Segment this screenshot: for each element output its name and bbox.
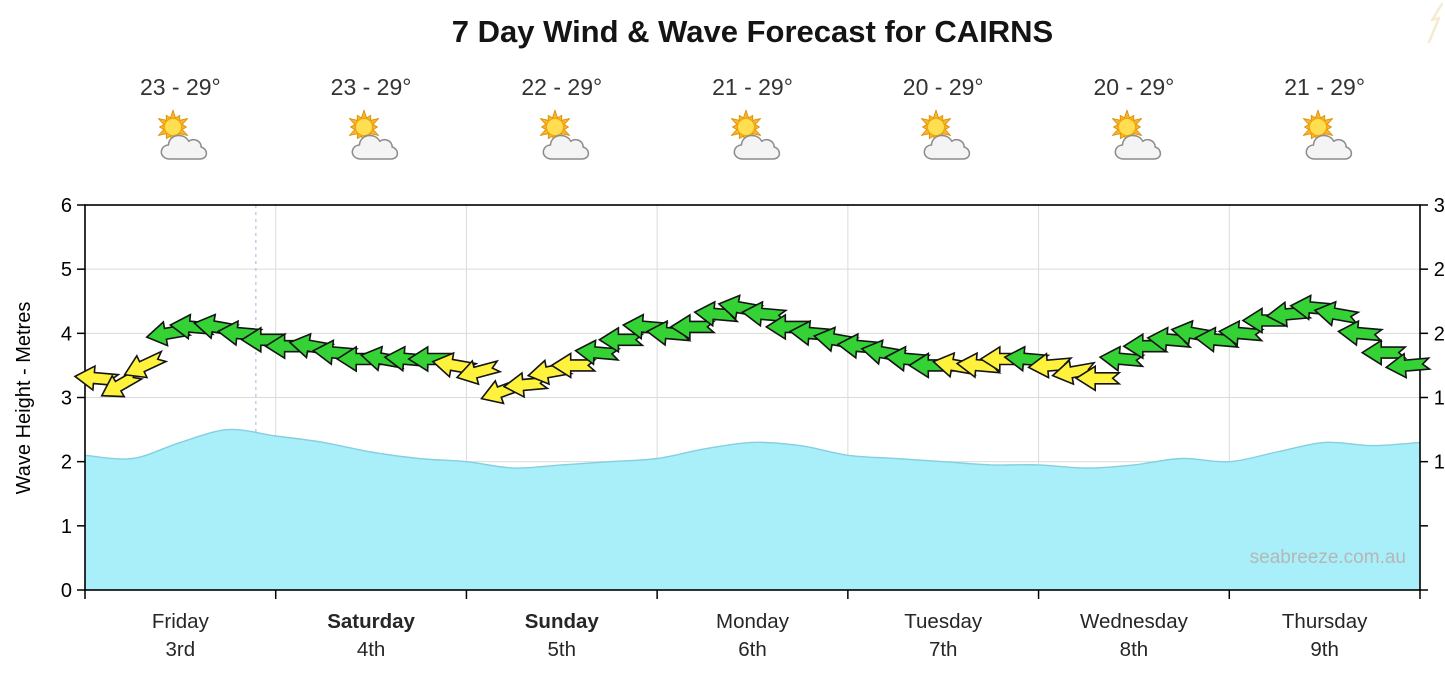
sun-cloud-icon <box>1302 109 1352 160</box>
wave-height-line <box>84 428 1421 469</box>
day-forecast-sunday: 22 - 29° <box>472 74 652 169</box>
sun-cloud-icon <box>158 109 208 160</box>
left-axis-tick-label: 4 <box>61 323 72 345</box>
wind-arrow <box>597 326 645 354</box>
day-forecast-thursday: 21 - 29° <box>1235 74 1415 169</box>
day-label-name: Friday <box>152 610 210 633</box>
right-axis-tick-label: 15 <box>1434 388 1445 410</box>
day-label-name: Sunday <box>525 610 600 633</box>
sun-cloud-icon <box>539 109 589 160</box>
day-temp-range: 23 - 29° <box>330 74 412 100</box>
wind-arrow <box>1384 352 1432 379</box>
wave-height-axis-label: Wave Height - Metres <box>13 302 35 495</box>
day-temp-range: 20 - 29° <box>1093 74 1175 100</box>
wind-arrow <box>1098 345 1146 373</box>
left-axis-tick-label: 3 <box>61 388 72 410</box>
day-label-date: 9th <box>1310 638 1339 661</box>
right-axis-tick-label: 20 <box>1434 323 1445 345</box>
day-temp-range: 21 - 29° <box>1284 74 1366 100</box>
day-forecast-tuesday: 20 - 29° <box>853 74 1033 169</box>
sun-core <box>164 117 183 137</box>
wind-arrow <box>740 300 789 328</box>
x-axis-day-labels: Friday 3rd Saturday 4th Sunday 5th Monday 6th Tu… <box>152 610 1368 661</box>
sun-cloud-icon <box>730 109 780 160</box>
wind-arrow <box>669 313 717 341</box>
day-label-date: 7th <box>929 638 958 661</box>
day-label-date: 3rd <box>166 638 196 661</box>
chart-plot-area: 6543210302520151050Friday3rdSaturday4thS… <box>61 195 1445 661</box>
wind-arrow <box>1051 358 1099 386</box>
wind-arrow <box>574 339 622 366</box>
wind-arrow <box>1336 319 1385 347</box>
day-label-name: Wednesday <box>1080 610 1189 633</box>
day-label-name: Thursday <box>1282 610 1368 633</box>
wind-wave-chart: 6543210302520151050Friday3rdSaturday4thS… <box>13 195 1445 661</box>
wave-height-area <box>85 429 1420 590</box>
day-label-name: Monday <box>716 610 790 633</box>
day-temp-range: 21 - 29° <box>712 74 793 100</box>
right-axis-tick-label: 30 <box>1434 195 1445 217</box>
day-forecast-friday: 23 - 29° <box>90 74 270 169</box>
left-axis-tick-label: 6 <box>61 195 72 217</box>
page-title: 7 Day Wind & Wave Forecast for CAIRNS <box>451 14 1054 49</box>
cloud <box>733 134 780 160</box>
corner-decoration-icon <box>1427 2 1444 44</box>
day-temp-range: 23 - 29° <box>139 74 221 100</box>
right-axis-tick-label: 10 <box>1434 452 1445 474</box>
wind-arrows <box>73 294 1432 405</box>
wind-arrow <box>123 349 169 379</box>
sun-cloud-icon <box>1111 109 1162 160</box>
day-label-name: Tuesday <box>904 610 983 633</box>
wind-arrow <box>1360 339 1408 367</box>
left-axis-tick-label: 5 <box>61 259 72 281</box>
day-forecast-saturday: 23 - 29° <box>281 74 461 169</box>
left-axis-tick-label: 1 <box>61 516 72 538</box>
forecast-days-row: 23 - 29° 23 - 29° 22 - 29° 21 - 29° 20 - 29°… <box>0 74 1445 199</box>
wind-arrow <box>455 359 503 386</box>
sun-core <box>927 117 946 137</box>
day-forecast-monday: 21 - 29° <box>663 74 843 169</box>
cloud <box>542 134 589 160</box>
wind-arrow <box>1313 300 1361 327</box>
watermark-seabreeze: seabreeze.com.au <box>1250 547 1406 568</box>
sun-cloud-icon <box>921 109 971 160</box>
sun-core <box>736 117 755 137</box>
cloud <box>923 134 971 160</box>
sun-core <box>1308 117 1327 137</box>
cloud <box>1114 134 1162 160</box>
day-temp-range: 20 - 29° <box>902 74 984 100</box>
day-label-date: 4th <box>357 638 386 661</box>
right-axis-tick-label: 25 <box>1434 259 1445 281</box>
day-temp-range: 22 - 29° <box>521 74 603 100</box>
sun-core <box>1117 117 1137 137</box>
wind-arrow <box>550 351 597 379</box>
sun-core <box>354 117 374 137</box>
left-axis-tick-label: 0 <box>61 580 72 602</box>
day-label-name: Saturday <box>327 610 415 633</box>
axis-ticks-and-labels: 6543210302520151050 <box>61 195 1445 602</box>
wind-arrow <box>1217 319 1265 347</box>
cloud <box>1305 134 1352 160</box>
left-axis-tick-label: 2 <box>61 452 72 474</box>
day-label-date: 8th <box>1120 638 1149 661</box>
sun-core <box>545 117 564 137</box>
day-forecast-wednesday: 20 - 29° <box>1044 74 1224 169</box>
cloud <box>160 134 208 160</box>
wind-arrow <box>1074 364 1122 392</box>
day-label-date: 5th <box>548 638 577 661</box>
day-label-date: 6th <box>738 638 767 661</box>
sun-cloud-icon <box>348 109 399 160</box>
cloud <box>351 134 399 160</box>
